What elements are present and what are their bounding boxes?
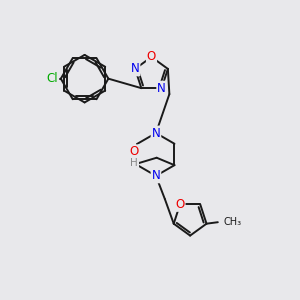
Text: N: N [131, 62, 140, 75]
Text: Cl: Cl [47, 72, 58, 85]
Text: N: N [157, 82, 166, 95]
Text: CH₃: CH₃ [224, 217, 242, 227]
Text: O: O [130, 145, 139, 158]
Text: N: N [152, 169, 160, 182]
Text: O: O [176, 198, 184, 211]
Text: O: O [147, 50, 156, 64]
Text: H: H [130, 158, 138, 168]
Text: N: N [152, 127, 160, 140]
